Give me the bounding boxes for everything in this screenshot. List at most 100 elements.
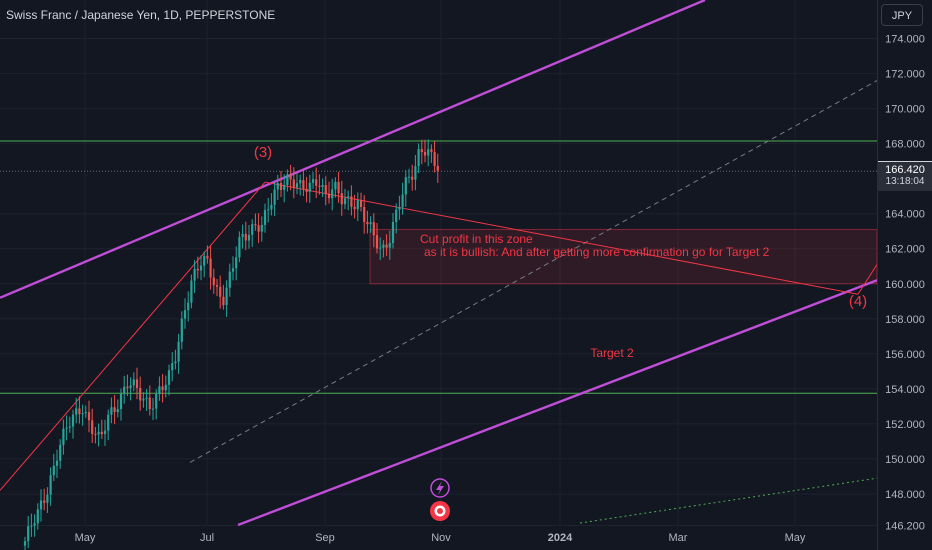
candle-body bbox=[318, 185, 321, 187]
candle bbox=[187, 291, 190, 322]
candle-body bbox=[27, 526, 30, 542]
candle bbox=[91, 408, 94, 443]
candle-body bbox=[254, 224, 257, 226]
candle bbox=[276, 174, 279, 200]
y-tick-label-12: 148.000 bbox=[885, 489, 925, 501]
candle bbox=[219, 275, 222, 309]
y-tick-label-10: 152.000 bbox=[885, 419, 925, 431]
candle bbox=[55, 449, 59, 478]
candle bbox=[379, 237, 382, 260]
candle-body bbox=[203, 255, 206, 266]
channel-lower-line bbox=[237, 279, 878, 527]
candle bbox=[78, 396, 81, 424]
candle bbox=[180, 311, 183, 350]
drawings-layer bbox=[0, 0, 878, 527]
candle-body bbox=[366, 221, 369, 225]
candle bbox=[417, 143, 420, 174]
candle bbox=[100, 419, 103, 439]
candle-body bbox=[107, 414, 110, 431]
candle-body bbox=[283, 184, 286, 190]
candle-body bbox=[167, 370, 171, 385]
candle bbox=[215, 279, 219, 297]
candle bbox=[308, 174, 311, 203]
profit-zone bbox=[369, 228, 878, 285]
candle bbox=[420, 139, 423, 165]
candle bbox=[343, 188, 347, 210]
candle-body bbox=[103, 430, 107, 435]
candle bbox=[206, 245, 209, 264]
candle bbox=[27, 515, 30, 549]
candle-body bbox=[292, 179, 295, 188]
candle bbox=[116, 399, 119, 418]
candle bbox=[59, 439, 62, 469]
candle-body bbox=[414, 166, 417, 180]
candle bbox=[23, 536, 27, 550]
candle bbox=[113, 394, 116, 425]
candle-body bbox=[263, 210, 267, 225]
candle bbox=[295, 173, 299, 195]
candle-body bbox=[110, 407, 113, 415]
candle-body bbox=[30, 525, 33, 527]
record-icon bbox=[430, 501, 450, 521]
candle-body bbox=[62, 428, 65, 445]
candle bbox=[196, 256, 199, 279]
candle-body bbox=[222, 296, 225, 306]
x-tick-label-6: May bbox=[785, 532, 806, 544]
candle bbox=[119, 388, 123, 421]
candle-body bbox=[206, 255, 209, 259]
candle-body bbox=[244, 233, 247, 241]
candle-body bbox=[401, 194, 404, 208]
wave-line-continuation bbox=[857, 264, 878, 295]
candle bbox=[231, 256, 235, 281]
candle-body bbox=[78, 408, 81, 415]
candle-body bbox=[49, 475, 52, 495]
candle bbox=[39, 489, 43, 522]
candle bbox=[190, 274, 193, 309]
channel-upper-line bbox=[0, 0, 706, 299]
candle bbox=[81, 404, 84, 426]
candle-body bbox=[81, 413, 84, 415]
candle-body bbox=[305, 188, 308, 192]
candle-body bbox=[135, 379, 139, 388]
candle-body bbox=[126, 386, 129, 389]
candle bbox=[299, 174, 302, 196]
candle bbox=[110, 397, 113, 424]
candle-body bbox=[171, 363, 174, 371]
candle-body bbox=[324, 185, 327, 194]
candle bbox=[97, 423, 100, 447]
candle-body bbox=[139, 387, 142, 401]
candle-body bbox=[430, 149, 433, 153]
candle-body bbox=[411, 176, 414, 180]
candle bbox=[331, 178, 334, 211]
candle-body bbox=[46, 494, 49, 503]
currency-button[interactable]: JPY bbox=[881, 4, 923, 26]
candle-body bbox=[331, 189, 334, 199]
candle-body bbox=[241, 233, 244, 238]
candle bbox=[139, 376, 142, 411]
candle bbox=[340, 180, 343, 216]
x-axis: May Jul Sep Nov 2024 Mar May bbox=[75, 532, 806, 544]
candle-body bbox=[183, 310, 187, 319]
candle-body bbox=[427, 149, 430, 156]
candle bbox=[123, 375, 126, 404]
candle-body bbox=[199, 265, 203, 271]
candle-body bbox=[94, 433, 97, 435]
candle bbox=[388, 230, 391, 260]
candle-body bbox=[228, 271, 231, 288]
candle-body bbox=[270, 204, 273, 210]
candle bbox=[324, 176, 327, 206]
candle bbox=[273, 182, 276, 216]
candle bbox=[263, 203, 267, 233]
candle bbox=[225, 280, 228, 317]
candle bbox=[414, 155, 417, 191]
candle bbox=[33, 514, 36, 537]
candle-body bbox=[193, 268, 196, 281]
y-tick-label-2: 170.000 bbox=[885, 104, 925, 116]
candle-body bbox=[379, 247, 382, 249]
candle bbox=[372, 213, 375, 248]
candle-body bbox=[164, 384, 167, 391]
candle-body bbox=[260, 224, 263, 232]
bar-countdown: 13:18:04 bbox=[885, 176, 925, 187]
